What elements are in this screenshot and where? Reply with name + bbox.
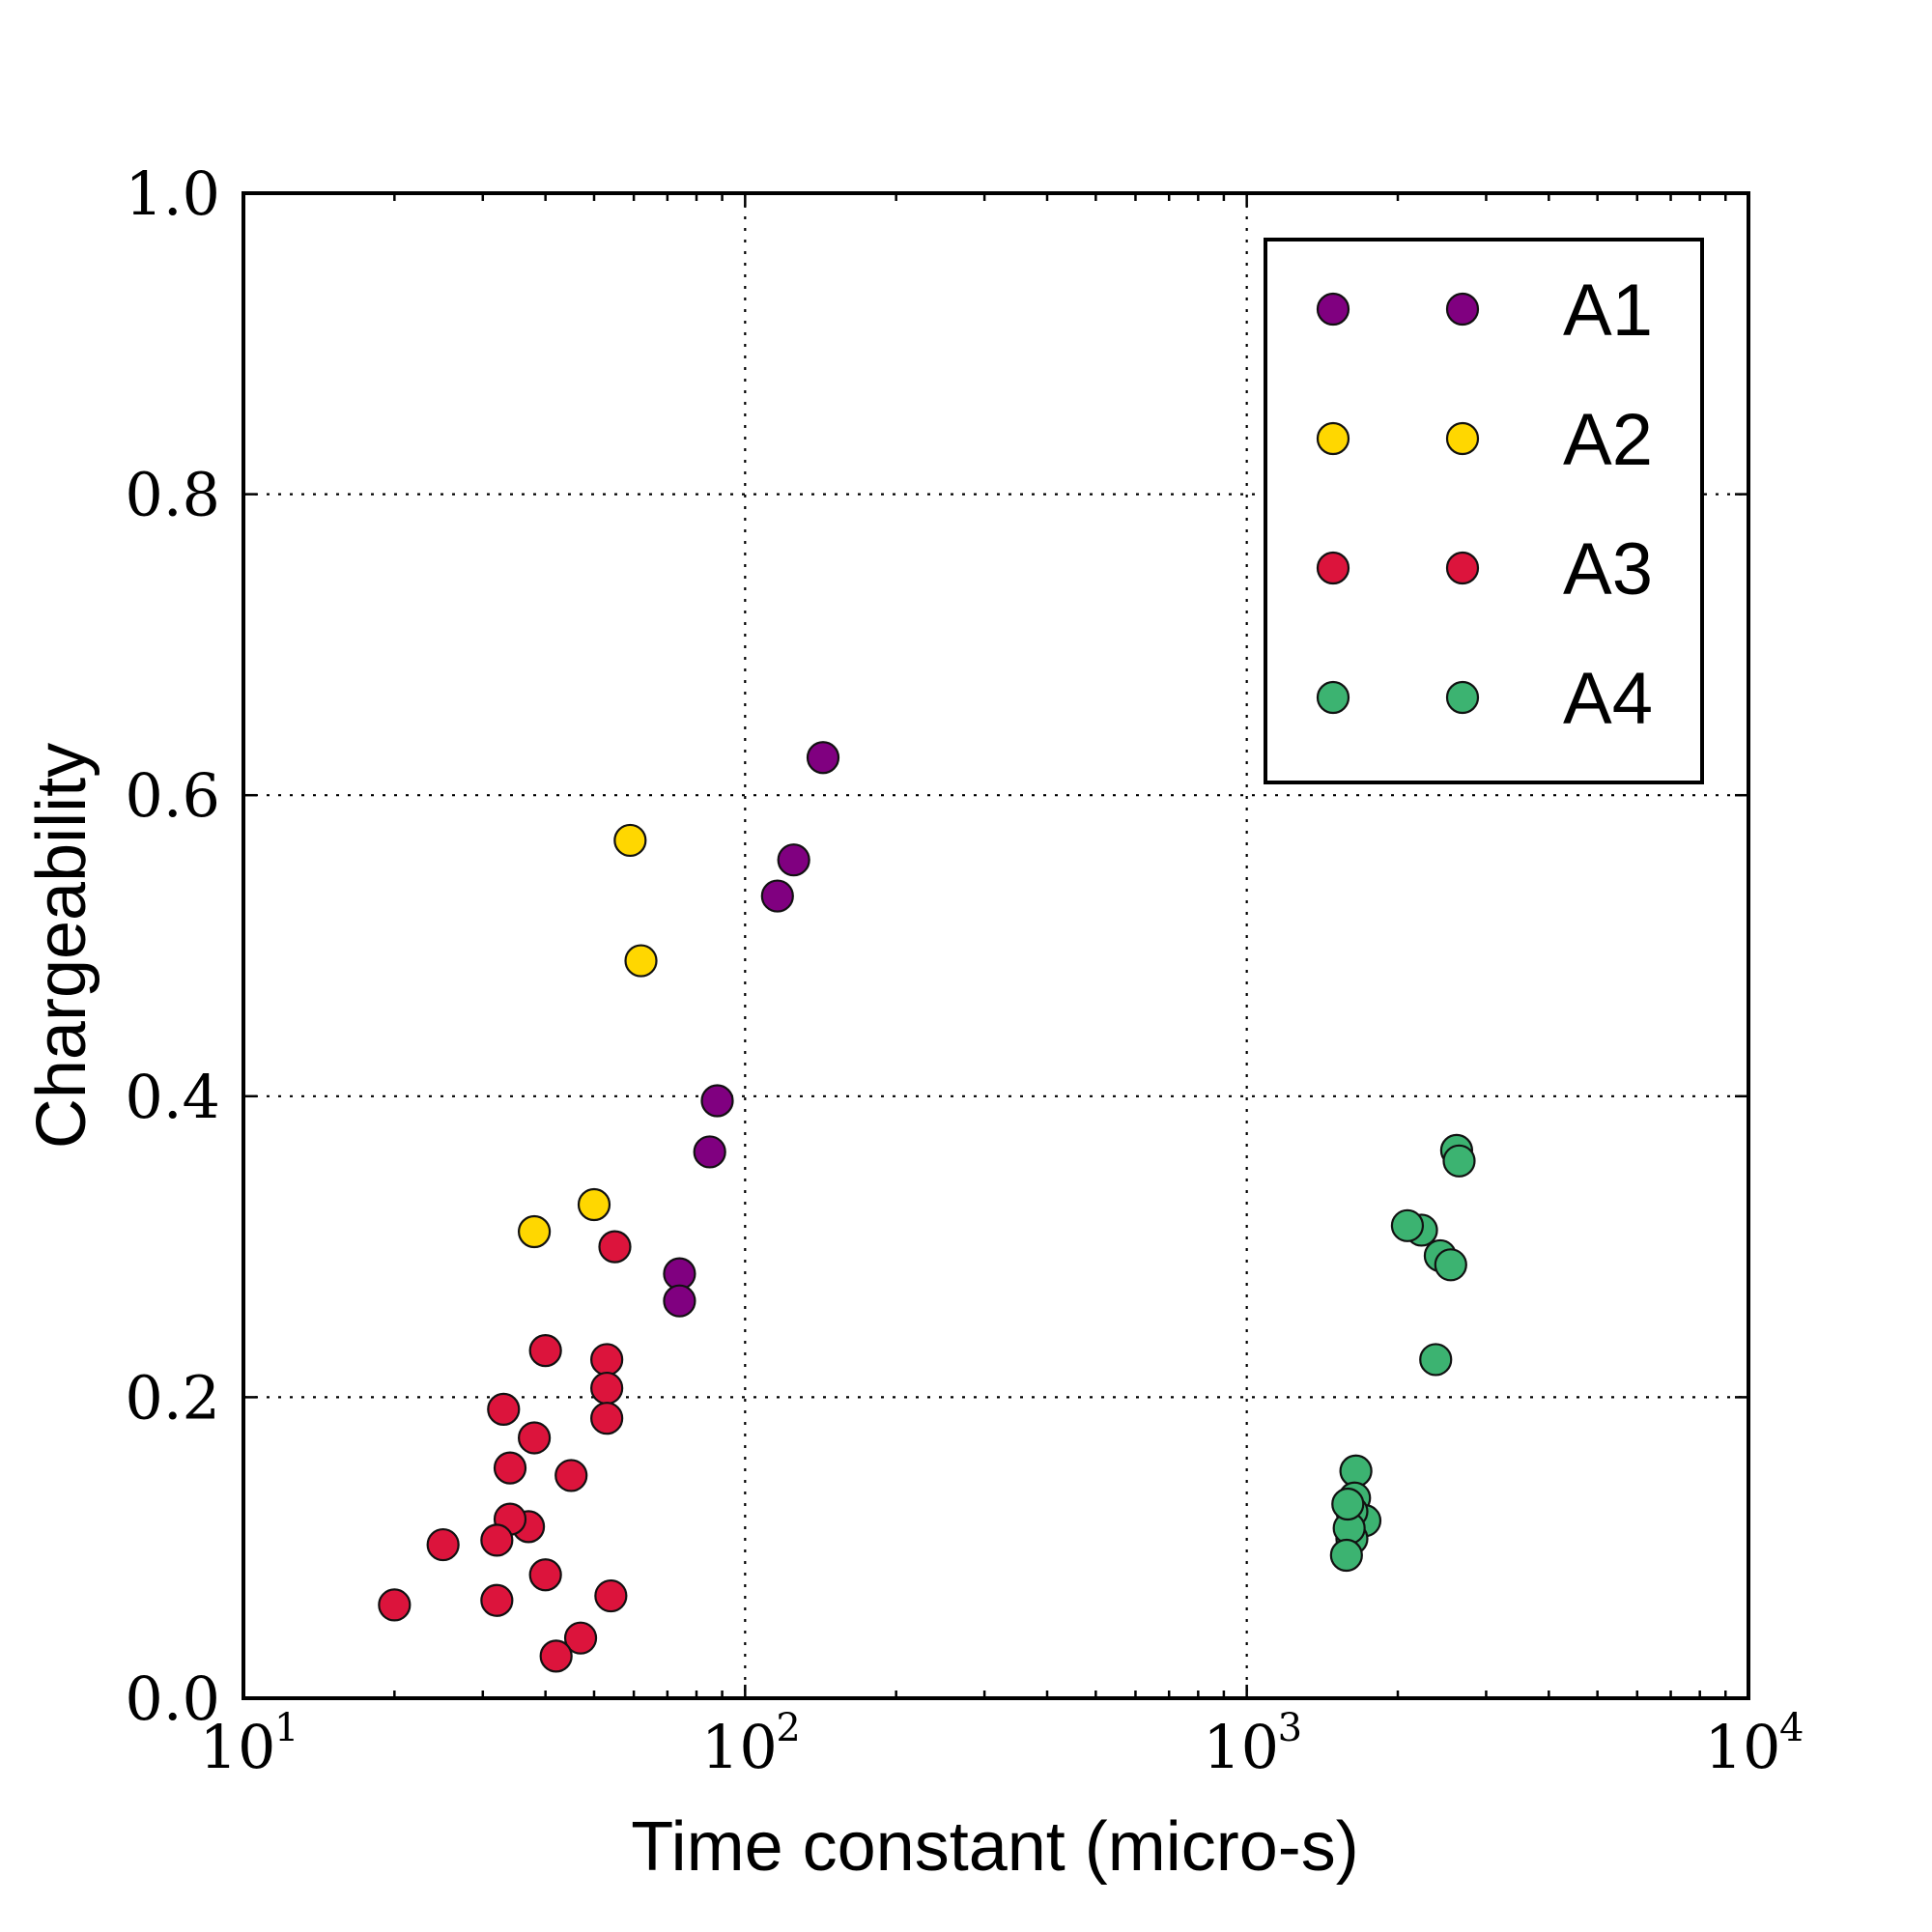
- legend: A1 A2 A3 A4: [1264, 238, 1704, 784]
- plot-frame: [242, 191, 1750, 1700]
- data-point-a3: [493, 1451, 527, 1485]
- legend-marker: [1445, 292, 1480, 327]
- data-point-a4: [1329, 1538, 1363, 1573]
- data-point-a2: [518, 1214, 552, 1249]
- data-point-a4: [1434, 1248, 1467, 1282]
- y-tick-labels: 0.0 0.2 0.4 0.6 0.8 1.0: [125, 158, 220, 1734]
- data-point-a3: [426, 1527, 460, 1562]
- y-tick-label: 0.6: [125, 760, 220, 831]
- y-tick-label: 0.4: [125, 1062, 220, 1132]
- x-tick-labels: 101 102 103 104: [200, 1706, 1804, 1782]
- y-tick-label: 0.0: [125, 1663, 220, 1734]
- x-tick-label: 104: [1705, 1706, 1804, 1782]
- legend-marker: [1445, 680, 1480, 715]
- data-point-a3: [590, 1343, 624, 1377]
- legend-marker: [1445, 551, 1480, 585]
- data-point-a2: [613, 823, 647, 858]
- x-tick-exponent: 2: [776, 1706, 800, 1750]
- data-point-a2: [577, 1187, 611, 1222]
- x-tick-exponent: 1: [274, 1706, 298, 1750]
- x-tick-base: 10: [701, 1712, 778, 1782]
- y-tick-label: 0.2: [125, 1362, 220, 1433]
- legend-entry-a3: A3: [1316, 528, 1653, 611]
- x-tick-exponent: 3: [1278, 1706, 1302, 1750]
- data-point-a1: [663, 1284, 696, 1318]
- legend-marker: [1445, 421, 1480, 456]
- legend-label: A3: [1563, 528, 1653, 611]
- series-a3: [378, 1230, 632, 1673]
- x-tick-label: 103: [1203, 1706, 1302, 1782]
- data-point-a3: [528, 1334, 562, 1368]
- legend-entry-a2: A2: [1316, 399, 1653, 481]
- data-point-a4: [1442, 1144, 1476, 1178]
- x-tick-label: 102: [701, 1706, 801, 1782]
- series-a2: [518, 823, 658, 1249]
- data-point-a1: [806, 741, 840, 775]
- data-point-a3: [528, 1558, 562, 1592]
- data-point-a3: [590, 1402, 624, 1435]
- x-axis-label: Time constant (micro-s): [631, 1808, 1358, 1886]
- data-point-a4: [1390, 1208, 1425, 1242]
- data-point-a1: [693, 1135, 726, 1169]
- legend-label: A2: [1563, 399, 1653, 481]
- x-tick-label: 101: [200, 1706, 299, 1782]
- data-points: [378, 741, 1476, 1673]
- legend-marker: [1316, 551, 1350, 585]
- data-point-a2: [624, 944, 658, 978]
- data-point-a3: [590, 1371, 624, 1406]
- series-a4: [1329, 1133, 1476, 1573]
- x-tick-base: 10: [1705, 1712, 1781, 1782]
- data-point-a4: [1419, 1343, 1453, 1377]
- x-tick-base: 10: [200, 1712, 276, 1782]
- data-point-a3: [378, 1588, 412, 1622]
- data-point-a3: [594, 1578, 628, 1613]
- x-tick-base: 10: [1203, 1712, 1279, 1782]
- y-axis-label: Chargeability: [23, 743, 100, 1149]
- legend-marker: [1316, 292, 1350, 327]
- data-point-a3: [518, 1421, 552, 1455]
- series-a1: [663, 741, 840, 1318]
- data-point-a3: [480, 1583, 514, 1617]
- legend-marker: [1316, 421, 1350, 456]
- data-point-a3: [539, 1639, 573, 1673]
- legend-label: A4: [1563, 658, 1653, 740]
- data-point-a3: [598, 1230, 632, 1264]
- data-point-a1: [760, 879, 794, 913]
- data-point-a1: [700, 1084, 734, 1118]
- legend-marker: [1316, 680, 1350, 715]
- legend-entry-a4: A4: [1316, 658, 1653, 740]
- data-point-a1: [777, 843, 810, 877]
- y-tick-label: 1.0: [125, 158, 220, 229]
- data-point-a3: [563, 1621, 598, 1655]
- data-point-a3: [487, 1392, 521, 1426]
- data-point-a3: [480, 1523, 514, 1557]
- legend-label: A1: [1563, 270, 1653, 352]
- legend-entry-a1: A1: [1316, 270, 1653, 352]
- data-point-a4: [1331, 1487, 1365, 1521]
- data-point-a3: [554, 1459, 588, 1492]
- y-tick-label: 0.8: [125, 460, 220, 530]
- x-tick-exponent: 4: [1779, 1706, 1804, 1750]
